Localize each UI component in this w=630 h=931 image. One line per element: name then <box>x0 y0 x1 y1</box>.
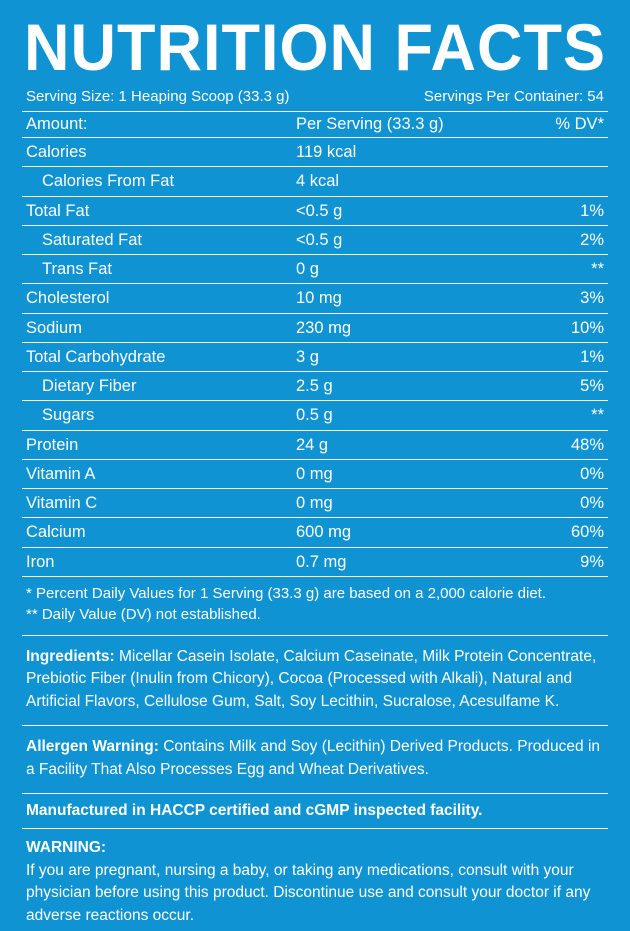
warning-text: If you are pregnant, nursing a baby, or … <box>26 860 604 927</box>
allergen-label: Allergen Warning: <box>26 738 159 755</box>
table-row: Vitamin A0 mg0% <box>22 460 608 489</box>
header-amount: Amount: <box>26 115 296 134</box>
table-row: Saturated Fat<0.5 g2% <box>22 226 608 255</box>
serving-row: Serving Size: 1 Heaping Scoop (33.3 g) S… <box>22 86 608 112</box>
nutrient-name: Calcium <box>26 521 296 543</box>
ingredients-label: Ingredients: <box>26 648 115 665</box>
ingredients-section: Ingredients: Micellar Casein Isolate, Ca… <box>22 636 608 726</box>
panel-title: NUTRITION FACTS <box>22 10 608 86</box>
nutrient-value: 230 mg <box>296 317 534 339</box>
nutrient-value: <0.5 g <box>296 200 534 222</box>
allergen-section: Allergen Warning: Contains Milk and Soy … <box>22 726 608 794</box>
table-row: Iron0.7 mg9% <box>22 548 608 577</box>
servings-per-container: Servings Per Container: 54 <box>424 88 604 105</box>
nutrient-name: Sodium <box>26 317 296 339</box>
header-dv: % DV* <box>534 115 604 134</box>
nutrient-name: Calories From Fat <box>26 170 296 192</box>
nutrient-value: 0 mg <box>296 463 534 485</box>
table-row: Total Fat<0.5 g1% <box>22 197 608 226</box>
nutrient-dv <box>534 141 604 163</box>
serving-size: Serving Size: 1 Heaping Scoop (33.3 g) <box>26 88 290 105</box>
table-row: Calories From Fat4 kcal <box>22 167 608 196</box>
nutrient-value: 3 g <box>296 346 534 368</box>
nutrient-dv: 0% <box>534 492 604 514</box>
nutrient-value: 4 kcal <box>296 170 534 192</box>
nutrient-dv: 60% <box>534 521 604 543</box>
nutrient-dv: ** <box>534 258 604 280</box>
table-row: Trans Fat0 g** <box>22 255 608 284</box>
footnote-1: * Percent Daily Values for 1 Serving (33… <box>26 583 604 604</box>
nutrient-dv: 1% <box>534 346 604 368</box>
table-row: Vitamin C0 mg0% <box>22 489 608 518</box>
nutrient-name: Total Fat <box>26 200 296 222</box>
table-row: Sodium230 mg10% <box>22 314 608 343</box>
nutrient-dv: 0% <box>534 463 604 485</box>
nutrient-dv: 48% <box>534 434 604 456</box>
nutrient-name: Dietary Fiber <box>26 375 296 397</box>
nutrient-dv: 10% <box>534 317 604 339</box>
table-row: Calcium600 mg60% <box>22 518 608 547</box>
warning-label: WARNING: <box>26 837 604 859</box>
nutrient-value: 10 mg <box>296 287 534 309</box>
nutrient-value: 600 mg <box>296 521 534 543</box>
table-row: Dietary Fiber2.5 g5% <box>22 372 608 401</box>
table-row: Calories119 kcal <box>22 138 608 167</box>
footnotes: * Percent Daily Values for 1 Serving (33… <box>22 577 608 636</box>
nutrient-name: Protein <box>26 434 296 456</box>
nutrient-value: 0.7 mg <box>296 551 534 573</box>
nutrient-name: Vitamin A <box>26 463 296 485</box>
nutrient-name: Iron <box>26 551 296 573</box>
nutrient-value: 0.5 g <box>296 404 534 426</box>
warning-section: WARNING: If you are pregnant, nursing a … <box>22 829 608 931</box>
nutrient-value: <0.5 g <box>296 229 534 251</box>
nutrient-name: Total Carbohydrate <box>26 346 296 368</box>
table-row: Protein24 g48% <box>22 431 608 460</box>
nutrient-dv: 2% <box>534 229 604 251</box>
nutrient-dv: 9% <box>534 551 604 573</box>
nutrient-value: 2.5 g <box>296 375 534 397</box>
nutrient-name: Sugars <box>26 404 296 426</box>
table-row: Cholesterol10 mg3% <box>22 284 608 313</box>
nutrition-rows: Calories119 kcalCalories From Fat4 kcalT… <box>22 138 608 577</box>
nutrient-value: 24 g <box>296 434 534 456</box>
footnote-2: ** Daily Value (DV) not established. <box>26 604 604 625</box>
nutrient-value: 119 kcal <box>296 141 534 163</box>
nutrient-value: 0 g <box>296 258 534 280</box>
nutrient-dv: 5% <box>534 375 604 397</box>
nutrient-dv: ** <box>534 404 604 426</box>
nutrient-name: Saturated Fat <box>26 229 296 251</box>
nutrient-name: Trans Fat <box>26 258 296 280</box>
table-row: Sugars0.5 g** <box>22 401 608 430</box>
nutrient-name: Calories <box>26 141 296 163</box>
table-row: Total Carbohydrate3 g1% <box>22 343 608 372</box>
header-per-serving: Per Serving (33.3 g) <box>296 115 534 134</box>
manufactured-text: Manufactured in HACCP certified and cGMP… <box>22 794 608 829</box>
nutrient-dv: 3% <box>534 287 604 309</box>
nutrient-dv <box>534 170 604 192</box>
table-header: Amount: Per Serving (33.3 g) % DV* <box>22 112 608 138</box>
nutrient-name: Vitamin C <box>26 492 296 514</box>
nutrient-dv: 1% <box>534 200 604 222</box>
nutrient-value: 0 mg <box>296 492 534 514</box>
nutrient-name: Cholesterol <box>26 287 296 309</box>
